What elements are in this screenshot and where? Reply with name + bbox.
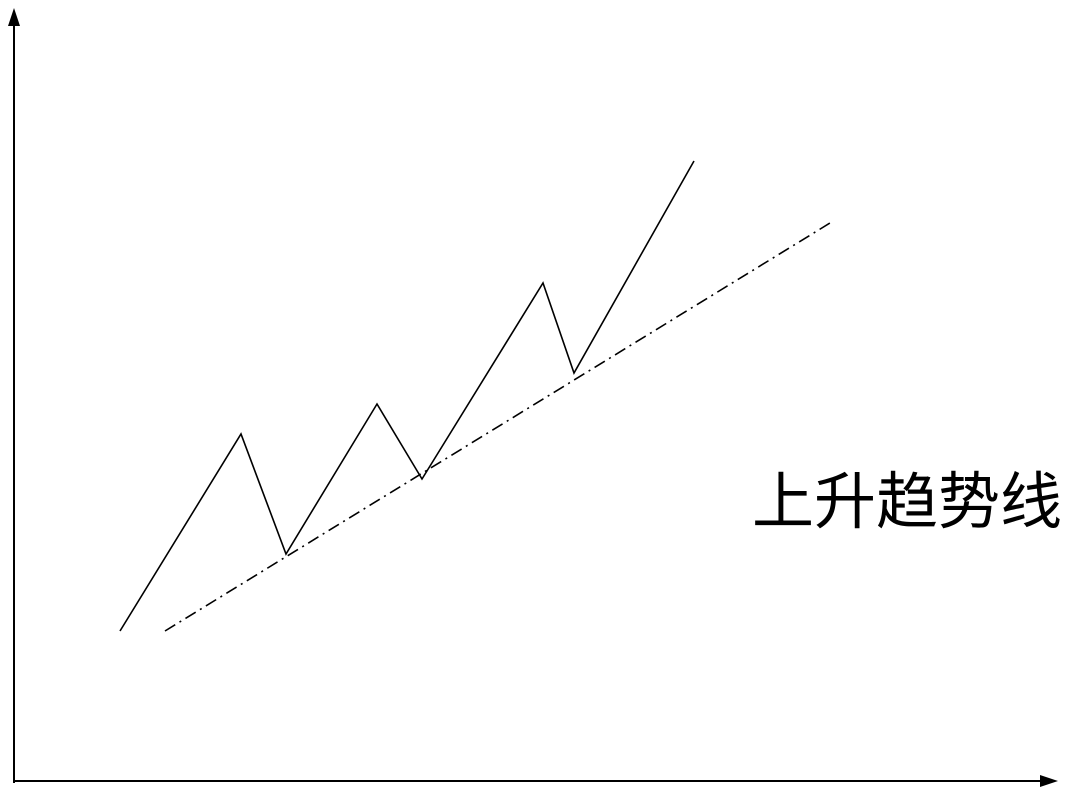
x-axis-arrow-icon <box>1040 775 1058 787</box>
trendline-label: 上升趋势线 <box>752 465 1063 538</box>
price-zigzag-line <box>119 160 695 632</box>
y-axis-arrow-icon <box>8 8 20 26</box>
rising-trendline <box>164 222 831 632</box>
